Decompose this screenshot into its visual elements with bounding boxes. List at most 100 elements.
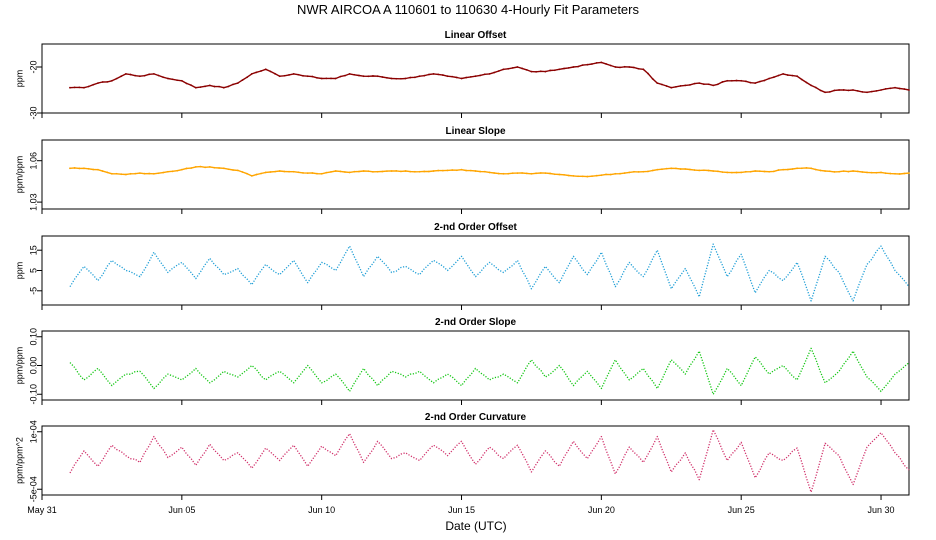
data-point <box>586 63 589 66</box>
data-point <box>344 171 346 173</box>
data-point <box>814 168 817 171</box>
data-point <box>511 172 514 175</box>
data-point <box>623 172 626 174</box>
data-point <box>376 75 379 78</box>
data-point <box>675 167 677 170</box>
data-point <box>684 84 687 87</box>
data-point <box>260 172 262 175</box>
data-point <box>558 68 561 71</box>
y-tick-label: 5 <box>28 268 38 273</box>
data-point <box>866 91 868 94</box>
data-point <box>134 74 137 77</box>
data-point <box>376 170 379 173</box>
data-point <box>330 170 332 173</box>
data-point <box>595 174 598 177</box>
data-point <box>129 172 132 175</box>
data-point <box>278 75 281 78</box>
data-point <box>633 170 635 173</box>
data-point <box>730 171 733 174</box>
data-point <box>600 174 603 177</box>
panel-frame <box>41 425 910 496</box>
data-point <box>339 170 342 173</box>
data-point <box>493 172 496 174</box>
data-point <box>97 168 99 171</box>
data-point <box>824 170 826 172</box>
data-point <box>712 170 715 172</box>
data-point <box>125 73 127 75</box>
data-point <box>628 66 631 68</box>
data-point <box>190 84 193 87</box>
data-point <box>460 168 463 171</box>
data-point <box>712 84 715 87</box>
data-point <box>581 175 584 178</box>
data-point <box>437 73 440 76</box>
data-point <box>786 168 789 171</box>
data-point <box>689 168 691 171</box>
data-point <box>609 64 612 67</box>
data-point <box>288 74 290 76</box>
data-point <box>530 172 533 175</box>
data-point <box>842 170 845 173</box>
data-point <box>796 167 799 170</box>
data-point <box>903 88 906 90</box>
panel-frame <box>41 139 910 210</box>
data-point <box>525 69 528 71</box>
data-point <box>325 171 328 174</box>
data-point <box>87 167 90 170</box>
data-point <box>404 77 407 80</box>
data-point <box>856 89 859 92</box>
data-point <box>283 170 286 173</box>
data-point <box>423 74 426 77</box>
data-point <box>628 171 631 174</box>
series-line <box>69 243 910 302</box>
data-point <box>302 74 304 77</box>
data-point <box>530 70 533 73</box>
data-point <box>661 83 663 86</box>
data-point <box>880 89 882 91</box>
data-point <box>605 63 607 65</box>
data-point <box>460 77 463 80</box>
data-point <box>106 80 109 83</box>
data-point <box>656 168 659 171</box>
data-point <box>824 91 826 94</box>
data-point <box>479 170 482 173</box>
data-point <box>703 83 705 86</box>
data-point <box>129 73 132 76</box>
data-point <box>693 82 696 85</box>
data-point <box>903 172 906 175</box>
data-point <box>171 170 174 173</box>
x-tick-label: Jun 30 <box>868 505 895 515</box>
data-point <box>246 76 248 79</box>
data-point <box>185 82 188 85</box>
y-tick-label: -0.10 <box>28 384 38 405</box>
data-point <box>819 89 822 92</box>
data-point <box>414 170 416 173</box>
data-point <box>633 66 635 69</box>
data-point <box>726 171 729 174</box>
data-point <box>418 75 421 78</box>
data-point <box>656 82 659 84</box>
data-point <box>395 169 398 172</box>
data-point <box>772 170 775 173</box>
data-point <box>362 75 365 78</box>
data-point <box>637 67 640 70</box>
data-point <box>670 86 673 89</box>
data-point <box>539 70 542 73</box>
data-point <box>591 63 593 65</box>
data-point <box>749 170 752 173</box>
data-point <box>409 170 412 173</box>
y-tick-label: -30 <box>28 106 38 119</box>
data-point <box>740 171 743 174</box>
data-point <box>260 70 262 72</box>
data-point <box>330 77 332 80</box>
data-point <box>451 75 454 78</box>
data-point <box>353 170 356 173</box>
data-point <box>176 79 179 82</box>
data-point <box>246 172 248 175</box>
data-point <box>563 67 565 70</box>
data-point <box>138 172 141 175</box>
data-point <box>805 166 808 169</box>
data-point <box>208 84 211 87</box>
data-point <box>810 167 813 170</box>
data-point <box>777 169 780 171</box>
